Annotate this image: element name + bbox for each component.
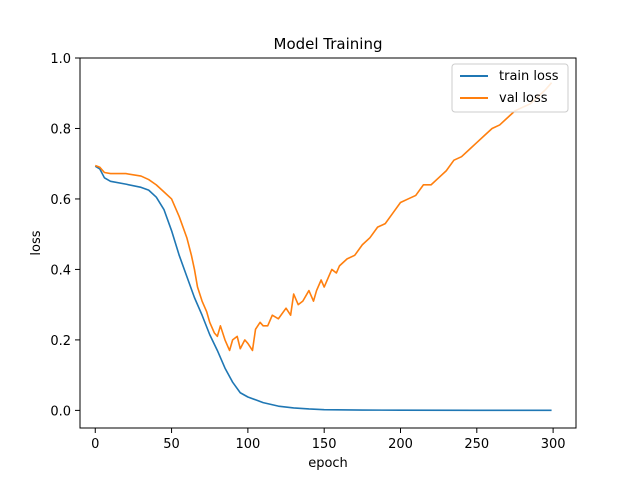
y-tick-label: 0.8 — [50, 122, 71, 137]
series-layer — [94, 82, 553, 412]
x-tick-label: 0 — [91, 437, 99, 452]
x-axis-label: epoch — [308, 456, 348, 471]
x-tick-label: 150 — [312, 437, 337, 452]
legend-label-val-loss: val loss — [499, 91, 548, 106]
chart-title: Model Training — [274, 35, 383, 53]
y-tick-label: 0.2 — [50, 334, 71, 349]
plot-frame — [79, 57, 577, 429]
y-tick-label: 0.6 — [50, 193, 71, 208]
series-line-val-loss — [94, 82, 553, 352]
x-tick-label: 100 — [235, 437, 260, 452]
y-tick-label: 0.4 — [50, 263, 71, 278]
x-tick-label: 50 — [163, 437, 180, 452]
y-tick-label: 0.0 — [50, 404, 71, 419]
x-axis-ticks: 0 50 100 150 200 250 300 — [91, 428, 566, 452]
y-axis-label: loss — [29, 230, 44, 255]
y-tick-label: 1.0 — [50, 52, 71, 67]
legend-label-train-loss: train loss — [499, 69, 559, 84]
y-axis-ticks: 0.0 0.2 0.4 0.6 0.8 1.0 — [50, 52, 80, 419]
x-tick-label: 250 — [464, 437, 489, 452]
series-line-train-loss — [94, 165, 552, 412]
x-tick-label: 300 — [541, 437, 566, 452]
x-tick-label: 200 — [388, 437, 413, 452]
legend: train loss val loss — [451, 63, 569, 113]
